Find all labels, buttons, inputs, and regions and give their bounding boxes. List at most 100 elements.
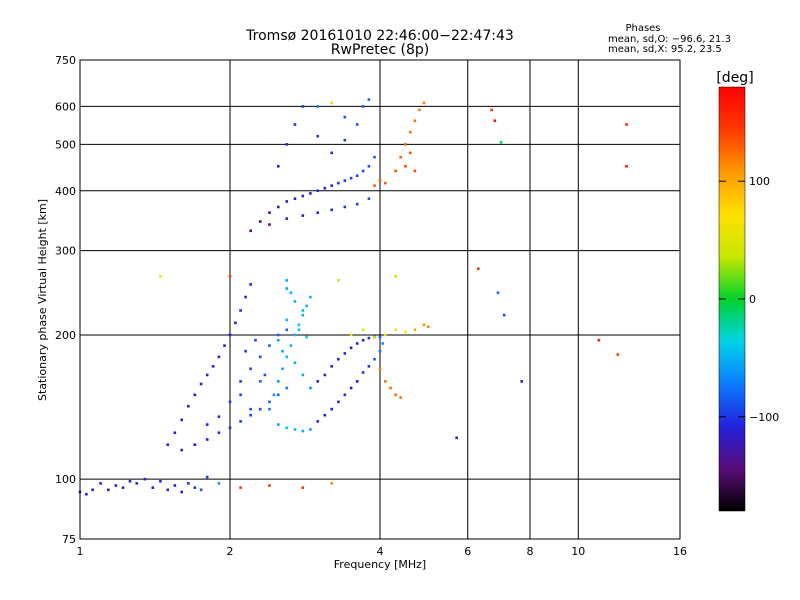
data-point — [343, 393, 347, 397]
x-tick-label: 16 — [673, 545, 687, 558]
data-point — [268, 407, 271, 411]
data-point — [180, 418, 184, 422]
data-point — [249, 413, 252, 417]
data-point — [301, 105, 305, 108]
data-point — [151, 486, 155, 489]
data-point — [199, 488, 203, 492]
data-point — [394, 169, 397, 173]
x-tick-label: 10 — [571, 545, 585, 558]
data-point — [367, 336, 371, 340]
data-point — [217, 355, 221, 359]
data-point — [217, 415, 221, 419]
data-point — [272, 393, 276, 397]
data-point — [404, 143, 407, 146]
y-tick-label: 300 — [55, 245, 76, 258]
data-point — [337, 357, 340, 361]
data-point — [228, 275, 232, 278]
data-point — [408, 130, 412, 134]
colorbar-tick-label: 100 — [749, 175, 770, 188]
data-point — [309, 386, 312, 390]
data-point — [305, 304, 308, 308]
data-point — [477, 267, 480, 271]
data-point — [244, 295, 247, 299]
data-point — [297, 323, 301, 327]
data-point — [408, 151, 412, 155]
data-point — [316, 134, 320, 138]
data-point — [293, 300, 297, 303]
data-point — [343, 352, 347, 355]
data-point — [114, 484, 118, 487]
data-point — [281, 349, 284, 353]
data-point — [107, 488, 110, 492]
data-point — [223, 344, 226, 347]
data-point — [378, 335, 382, 339]
data-point — [373, 184, 376, 187]
data-point — [399, 396, 402, 399]
data-point — [361, 105, 365, 108]
data-point — [355, 380, 359, 383]
data-point — [625, 123, 628, 126]
data-point — [361, 338, 365, 342]
data-point — [187, 482, 190, 485]
data-point — [389, 386, 392, 390]
colorbar-label: [deg] — [716, 70, 753, 86]
data-point — [199, 382, 203, 386]
plot-frame — [79, 59, 681, 540]
data-point — [455, 436, 458, 440]
data-point — [301, 214, 305, 217]
data-point — [239, 420, 242, 423]
data-point — [367, 197, 371, 201]
data-point — [384, 333, 387, 337]
data-point — [418, 108, 421, 112]
data-point — [305, 335, 308, 339]
x-tick-label: 1 — [77, 545, 84, 558]
data-point — [205, 475, 209, 479]
chart-title: Tromsø 20161010 22:46:00−22:47:43 — [245, 28, 514, 44]
chart-subtitle: RwPretec (8p) — [331, 42, 429, 58]
data-point — [193, 486, 197, 489]
data-point — [343, 205, 347, 209]
x-tick-labels: 1 2 4 6 8 10 16 — [77, 545, 688, 558]
y-axis-label: Stationary phase Virtual Height [km] — [36, 199, 49, 401]
data-point — [193, 443, 197, 447]
data-point — [285, 426, 289, 430]
data-point — [254, 338, 257, 342]
data-points — [78, 98, 628, 496]
data-point — [426, 325, 430, 329]
data-point — [330, 101, 334, 105]
data-point — [625, 164, 628, 168]
data-point — [258, 380, 262, 383]
data-point — [316, 380, 320, 383]
data-point — [180, 490, 184, 494]
x-tick-label: 8 — [527, 545, 534, 558]
data-point — [285, 143, 289, 146]
data-point — [289, 291, 293, 295]
data-point — [249, 229, 252, 233]
data-point — [394, 328, 397, 332]
data-point — [496, 291, 500, 295]
data-point — [301, 429, 305, 433]
data-point — [361, 371, 365, 374]
data-point — [330, 407, 334, 411]
data-point — [301, 313, 305, 317]
data-point — [217, 431, 221, 435]
data-point — [301, 309, 305, 312]
data-point — [355, 342, 359, 345]
data-point — [323, 186, 327, 190]
data-point — [249, 407, 252, 411]
colorbar-ticks: 100 0 −100 — [719, 175, 779, 424]
data-point — [239, 393, 242, 397]
data-point — [316, 420, 320, 423]
data-point — [268, 211, 271, 214]
data-point — [349, 346, 353, 350]
data-point — [173, 431, 177, 435]
data-point — [180, 448, 184, 452]
data-point — [293, 123, 297, 126]
data-point — [330, 365, 334, 368]
data-point — [285, 287, 289, 290]
data-point — [239, 486, 242, 489]
data-point — [217, 482, 221, 485]
data-point — [316, 211, 320, 214]
data-point — [367, 164, 371, 168]
data-point — [244, 349, 247, 353]
